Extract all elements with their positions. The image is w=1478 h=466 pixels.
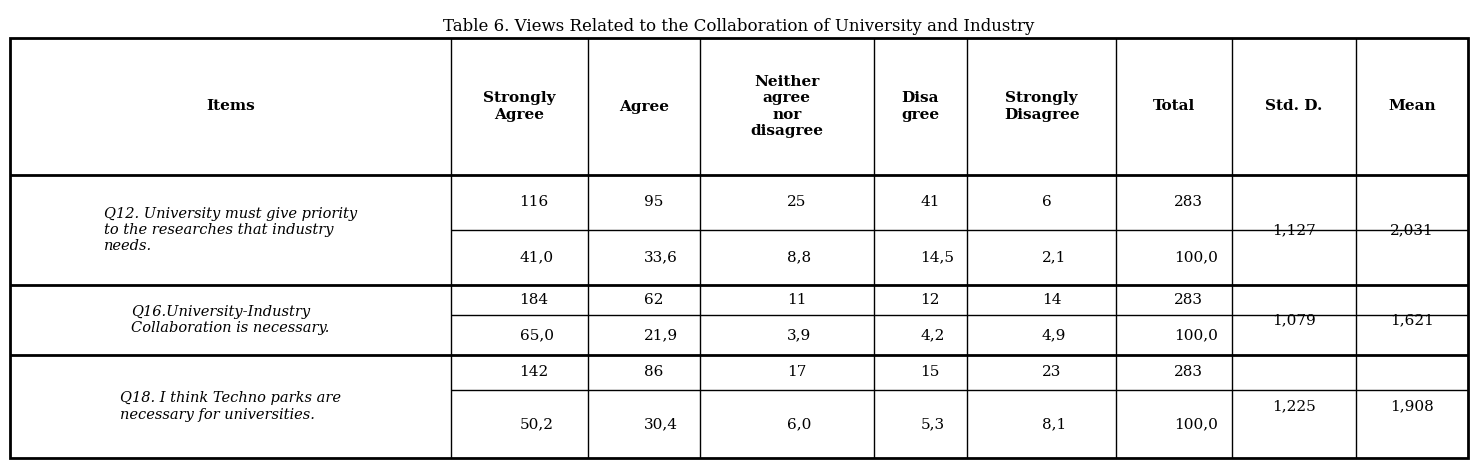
Text: 283: 283 xyxy=(1174,196,1203,210)
Text: 4,9: 4,9 xyxy=(1042,328,1066,342)
Text: 5,3: 5,3 xyxy=(921,417,944,431)
Text: 1,225: 1,225 xyxy=(1273,399,1315,413)
Text: 6,0: 6,0 xyxy=(786,417,811,431)
Text: Q18. I think Techno parks are
necessary for universities.: Q18. I think Techno parks are necessary … xyxy=(120,391,341,422)
Text: 62: 62 xyxy=(644,293,664,307)
Text: 6: 6 xyxy=(1042,196,1051,210)
Text: 50,2: 50,2 xyxy=(520,417,554,431)
Text: 3,9: 3,9 xyxy=(786,328,811,342)
Text: Q12. University must give priority
to the researches that industry
needs.: Q12. University must give priority to th… xyxy=(103,207,358,253)
Text: Table 6. Views Related to the Collaboration of University and Industry: Table 6. Views Related to the Collaborat… xyxy=(443,18,1035,35)
Text: 2,1: 2,1 xyxy=(1042,251,1066,265)
Text: Items: Items xyxy=(207,100,256,114)
Text: 100,0: 100,0 xyxy=(1174,328,1218,342)
Text: 8,1: 8,1 xyxy=(1042,417,1066,431)
Text: Agree: Agree xyxy=(619,100,670,114)
Text: 1,079: 1,079 xyxy=(1273,313,1315,327)
Text: 21,9: 21,9 xyxy=(644,328,678,342)
Text: Mean: Mean xyxy=(1388,100,1437,114)
Text: 14: 14 xyxy=(1042,293,1061,307)
Text: 4,2: 4,2 xyxy=(921,328,944,342)
Text: 1,621: 1,621 xyxy=(1391,313,1434,327)
Text: 23: 23 xyxy=(1042,365,1061,379)
Text: 283: 283 xyxy=(1174,293,1203,307)
Text: 11: 11 xyxy=(786,293,807,307)
Text: 25: 25 xyxy=(786,196,806,210)
Text: 142: 142 xyxy=(520,365,548,379)
Text: 33,6: 33,6 xyxy=(644,251,678,265)
Text: 283: 283 xyxy=(1174,365,1203,379)
Text: 95: 95 xyxy=(644,196,664,210)
Text: 116: 116 xyxy=(520,196,548,210)
Text: Std. D.: Std. D. xyxy=(1265,100,1323,114)
Text: 86: 86 xyxy=(644,365,664,379)
Text: 15: 15 xyxy=(921,365,940,379)
Text: 17: 17 xyxy=(786,365,806,379)
Text: 1,908: 1,908 xyxy=(1391,399,1434,413)
Text: Strongly
Disagree: Strongly Disagree xyxy=(1004,91,1079,122)
Text: 184: 184 xyxy=(520,293,548,307)
Text: 2,031: 2,031 xyxy=(1391,223,1434,237)
Text: 100,0: 100,0 xyxy=(1174,417,1218,431)
Text: Total: Total xyxy=(1153,100,1196,114)
Text: Strongly
Agree: Strongly Agree xyxy=(483,91,556,122)
Text: 14,5: 14,5 xyxy=(921,251,955,265)
Text: 30,4: 30,4 xyxy=(644,417,678,431)
Text: 12: 12 xyxy=(921,293,940,307)
Text: 1,127: 1,127 xyxy=(1273,223,1315,237)
Text: 8,8: 8,8 xyxy=(786,251,811,265)
Text: 65,0: 65,0 xyxy=(520,328,554,342)
Text: 100,0: 100,0 xyxy=(1174,251,1218,265)
Text: 41,0: 41,0 xyxy=(520,251,554,265)
Text: Neither
agree
nor
disagree: Neither agree nor disagree xyxy=(751,75,823,138)
Text: 41: 41 xyxy=(921,196,940,210)
Text: Q16.University-Industry
Collaboration is necessary.: Q16.University-Industry Collaboration is… xyxy=(132,305,330,335)
Text: Disa
gree: Disa gree xyxy=(902,91,940,122)
